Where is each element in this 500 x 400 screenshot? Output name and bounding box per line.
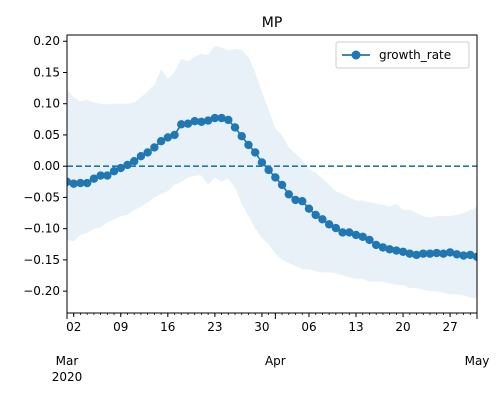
growth-rate-point <box>466 250 475 260</box>
legend-frame <box>335 41 470 69</box>
y-axis: 0.20 0.15 0.10 0.05 0.00 −0.05 −0.10 −0.15 −0.20 <box>23 34 67 298</box>
growth-rate-point <box>89 174 99 183</box>
growth-rate-point <box>210 113 220 123</box>
growth-rate-point <box>150 143 159 152</box>
x-tick-label: 16 <box>160 320 175 334</box>
growth-rate-point <box>203 116 213 125</box>
growth-rate-point <box>358 232 367 241</box>
growth-rate-point <box>156 137 166 146</box>
growth-rate-point <box>311 210 320 220</box>
growth-rate-point <box>452 250 462 259</box>
growth-rate-point <box>130 156 139 166</box>
x-year-label: 2020 <box>52 370 83 384</box>
growth-rate-point <box>170 130 179 140</box>
x-tick-label: 02 <box>66 320 81 334</box>
growth-rate-point <box>405 249 414 258</box>
growth-rate-point <box>419 249 428 258</box>
growth-rate-point <box>392 246 401 255</box>
growth-rate-point <box>183 119 193 128</box>
y-tick-label: 0.10 <box>33 97 60 111</box>
growth-rate-point <box>109 166 119 176</box>
growth-rate-point <box>230 123 240 132</box>
growth-rate-point <box>143 148 152 157</box>
growth-rate-point <box>331 223 341 233</box>
plot-frame <box>66 34 478 314</box>
y-tick-label: 0.05 <box>33 128 60 142</box>
growth-rate-point <box>136 152 146 161</box>
x-tick-label: 20 <box>395 320 410 334</box>
y-tick-label: 0.00 <box>33 159 60 173</box>
growth-rate-point <box>345 228 354 237</box>
growth-rate-point <box>318 215 327 224</box>
growth-rate-point <box>244 140 253 150</box>
growth-rate-point <box>304 204 314 213</box>
growth-rate-point <box>190 117 199 126</box>
x-tick-label: 13 <box>348 320 363 334</box>
growth-rate-point <box>291 195 300 205</box>
x-month-label: Mar <box>56 354 79 368</box>
x-tick-label: 06 <box>301 320 316 334</box>
y-tick-label: −0.20 <box>23 284 60 298</box>
growth-rate-point <box>217 113 226 123</box>
growth-rate-point <box>163 133 173 142</box>
x-tick-label: 27 <box>442 320 457 334</box>
growth-rate-point <box>103 171 112 180</box>
growth-rate-point <box>116 163 125 173</box>
plot-area <box>66 34 478 314</box>
y-tick-label: 0.20 <box>33 34 60 48</box>
growth-rate-point <box>398 247 408 256</box>
growth-rate-point <box>82 178 92 188</box>
y-tick-label: −0.15 <box>23 253 60 267</box>
growth-rate-point <box>237 132 246 141</box>
growth-rate-point <box>251 148 260 157</box>
growth-rate-point <box>224 115 233 125</box>
x-month-label: May <box>465 354 490 368</box>
growth-rate-point <box>298 196 307 206</box>
chart-title: MP <box>262 15 283 31</box>
growth-rate-point <box>264 165 273 175</box>
growth-rate-point <box>425 249 435 258</box>
legend: growth_rate <box>335 41 470 69</box>
x-month-label: Apr <box>265 354 286 368</box>
growth-rate-point <box>385 245 394 254</box>
growth-rate-point <box>96 171 105 180</box>
growth-rate-point <box>412 250 421 260</box>
growth-rate-point <box>338 228 347 237</box>
growth-rate-point <box>123 160 132 170</box>
growth-rate-point <box>197 117 206 127</box>
growth-rate-point <box>378 243 388 252</box>
growth-rate-point <box>365 235 374 245</box>
growth-rate-point <box>459 251 468 260</box>
growth-rate-point <box>277 180 287 190</box>
growth-rate-point <box>324 220 334 229</box>
y-tick-label: −0.05 <box>23 190 60 204</box>
x-tick-label: 09 <box>113 320 128 334</box>
y-tick-label: 0.15 <box>33 65 60 79</box>
growth-rate-point <box>69 179 78 188</box>
x-tick-label: 30 <box>254 320 269 334</box>
growth-rate-point <box>432 248 441 258</box>
x-tick-label: 23 <box>207 320 222 334</box>
growth-rate-point <box>271 173 280 182</box>
growth-rate-point <box>177 120 186 129</box>
growth-rate-point <box>76 178 85 188</box>
x-axis: 02 09 16 23 30 06 13 20 27 Mar 2020 Apr May <box>52 313 490 384</box>
legend-marker-swatch <box>351 50 361 60</box>
growth-rate-point <box>439 249 448 258</box>
growth-rate-point <box>257 158 267 167</box>
growth-rate-point <box>284 190 293 199</box>
growth-rate-point <box>371 240 381 250</box>
growth-rate-point <box>445 248 455 257</box>
y-tick-label: −0.10 <box>23 222 60 236</box>
growth-rate-point <box>351 230 361 240</box>
growth-rate-point <box>472 252 477 261</box>
legend-label-growth-rate: growth_rate <box>379 48 451 62</box>
